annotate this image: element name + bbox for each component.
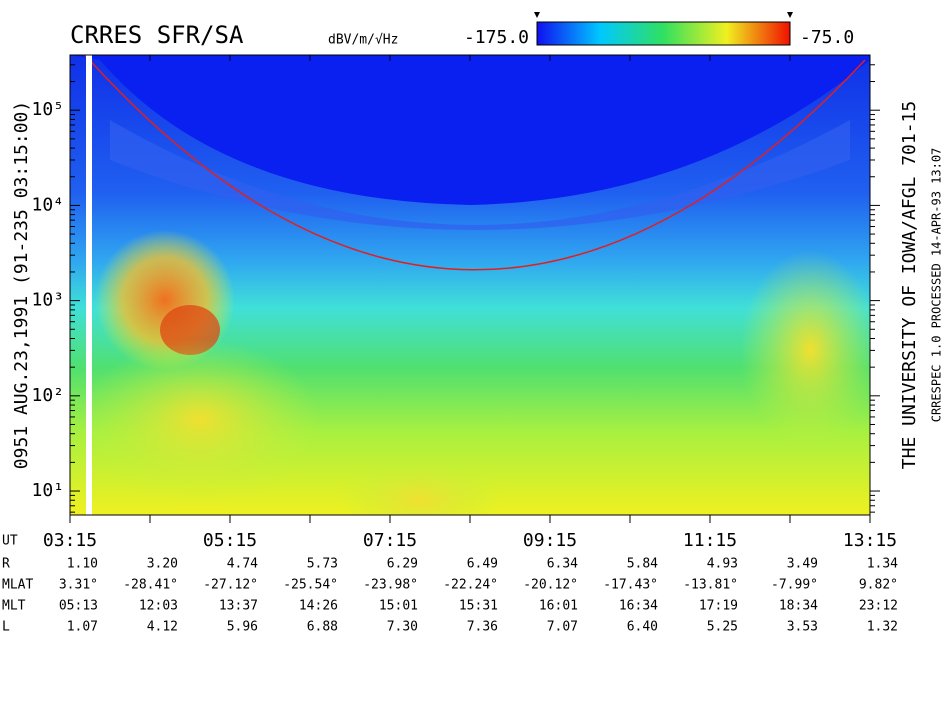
table-cell: -23.98° bbox=[363, 578, 418, 593]
colorbar-tick bbox=[787, 12, 793, 18]
table-cell: -20.12° bbox=[523, 578, 578, 593]
x-tick-label: 05:15 bbox=[203, 530, 257, 551]
row-label: UT bbox=[2, 534, 18, 549]
table-cell: 4.93 bbox=[707, 557, 738, 572]
table-cell: 1.10 bbox=[67, 557, 98, 572]
table-cell: 4.74 bbox=[227, 557, 258, 572]
left-label: 0951 AUG.23,1991 (91-235 03:15:00) bbox=[11, 101, 32, 469]
table-cell: 7.30 bbox=[387, 620, 418, 635]
spectrogram bbox=[70, 55, 870, 515]
table-cell: 15:31 bbox=[459, 599, 498, 614]
y-tick-label: 10⁴ bbox=[31, 194, 64, 215]
table-cell: 1.32 bbox=[867, 620, 898, 635]
colorbar-unit: dBV/m/√Hz bbox=[328, 33, 398, 48]
row-label: L bbox=[2, 620, 10, 635]
table-cell: 4.12 bbox=[147, 620, 178, 635]
table-cell: 6.40 bbox=[627, 620, 658, 635]
table-cell: 16:01 bbox=[539, 599, 578, 614]
colorbar bbox=[536, 21, 791, 46]
table-cell: 15:01 bbox=[379, 599, 418, 614]
table-cell: 3.31° bbox=[59, 578, 98, 593]
table-cell: -28.41° bbox=[123, 578, 178, 593]
table-cell: 14:26 bbox=[299, 599, 338, 614]
table-cell: 1.07 bbox=[67, 620, 98, 635]
table-cell: 17:19 bbox=[699, 599, 738, 614]
table-cell: 16:34 bbox=[619, 599, 658, 614]
right-label: THE UNIVERSITY OF IOWA/AFGL 701-15 bbox=[899, 101, 920, 469]
table-cell: -27.12° bbox=[203, 578, 258, 593]
table-cell: 6.29 bbox=[387, 557, 418, 572]
x-tick-label: 09:15 bbox=[523, 530, 577, 551]
colorbar-label: -175.0 bbox=[464, 27, 529, 48]
table-cell: 1.34 bbox=[867, 557, 898, 572]
table-cell: 6.49 bbox=[467, 557, 498, 572]
y-tick-label: 10² bbox=[31, 385, 64, 406]
row-label: R bbox=[2, 557, 10, 572]
table-cell: 7.36 bbox=[467, 620, 498, 635]
table-cell: -22.24° bbox=[443, 578, 498, 593]
table-cell: 18:34 bbox=[779, 599, 818, 614]
chart-title: CRRES SFR/SA bbox=[70, 21, 244, 49]
x-tick-label: 13:15 bbox=[843, 530, 897, 551]
table-cell: 9.82° bbox=[859, 578, 898, 593]
table-cell: 3.20 bbox=[147, 557, 178, 572]
table-cell: 13:37 bbox=[219, 599, 258, 614]
table-cell: 6.34 bbox=[547, 557, 578, 572]
colorbar-tick bbox=[534, 12, 540, 18]
table-cell: 3.53 bbox=[787, 620, 818, 635]
table-cell: 6.88 bbox=[307, 620, 338, 635]
table-cell: -25.54° bbox=[283, 578, 338, 593]
table-cell: 5.96 bbox=[227, 620, 258, 635]
x-tick-label: 03:15 bbox=[43, 530, 97, 551]
table-cell: 12:03 bbox=[139, 599, 178, 614]
x-tick-label: 07:15 bbox=[363, 530, 417, 551]
y-tick-label: 10³ bbox=[31, 290, 64, 311]
y-tick-label: 10¹ bbox=[31, 480, 64, 501]
row-label: MLT bbox=[2, 599, 26, 614]
row-label: MLAT bbox=[2, 578, 33, 593]
table-cell: 05:13 bbox=[59, 599, 98, 614]
table-cell: 7.07 bbox=[547, 620, 578, 635]
y-tick-label: 10⁵ bbox=[31, 99, 64, 120]
x-tick-label: 11:15 bbox=[683, 530, 737, 551]
table-cell: 5.73 bbox=[307, 557, 338, 572]
table-cell: -7.99° bbox=[771, 578, 818, 593]
table-cell: 5.25 bbox=[707, 620, 738, 635]
table-cell: -17.43° bbox=[603, 578, 658, 593]
table-cell: -13.81° bbox=[683, 578, 738, 593]
colorbar-label: -75.0 bbox=[800, 27, 854, 48]
footer-label: CRRESPEC 1.0 PROCESSED 14-APR-93 13:07 bbox=[930, 148, 944, 423]
table-cell: 3.49 bbox=[787, 557, 818, 572]
table-cell: 5.84 bbox=[627, 557, 658, 572]
table-cell: 23:12 bbox=[859, 599, 898, 614]
